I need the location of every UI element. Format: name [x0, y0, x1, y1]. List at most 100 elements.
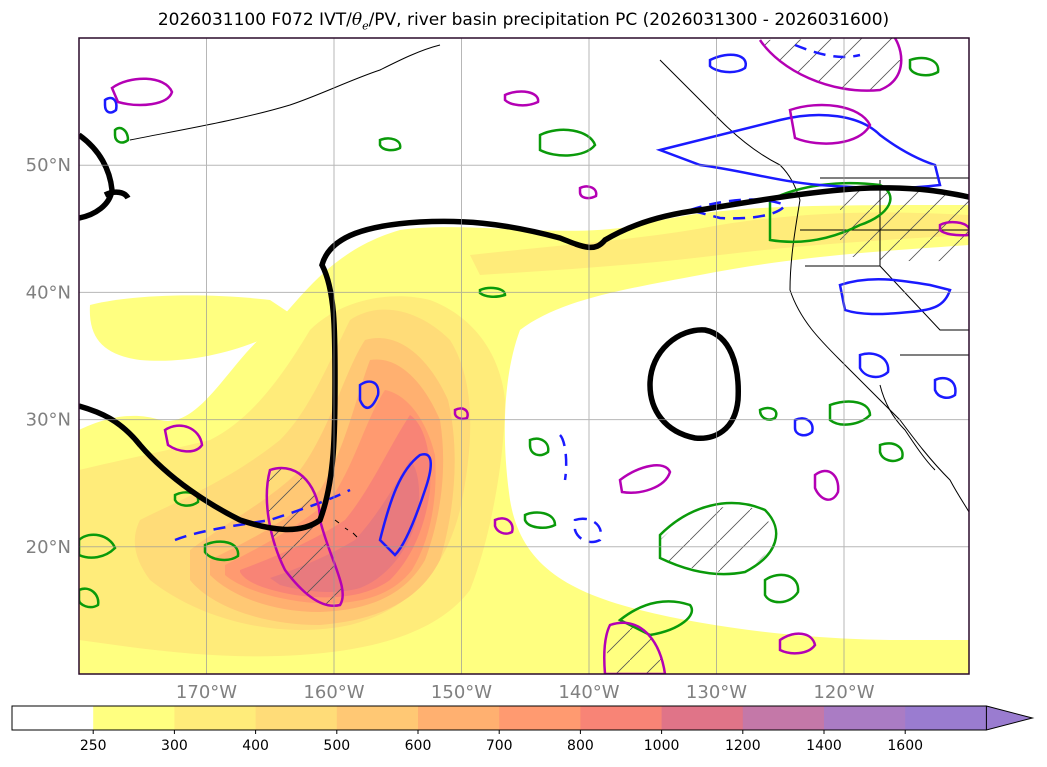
contour-nw [79, 132, 115, 221]
hatch-subtropical [266, 468, 343, 606]
theta-e-4 [763, 573, 800, 604]
theta-e-18 [878, 442, 904, 463]
lon-label: 150°W [431, 682, 492, 703]
colorbar-label: 1200 [725, 738, 761, 754]
precip-5 [265, 466, 344, 608]
pv-3 [655, 113, 942, 190]
theta-e-15 [378, 137, 402, 152]
colorbar: 250 300 400 500 600 700 800 1000 1200 1400 1600 [11, 705, 1035, 754]
colorbar-segment [661, 706, 744, 730]
map-frame [78, 37, 970, 675]
pv-dashed [174, 43, 861, 544]
precip-11 [493, 517, 514, 535]
pv-7 [793, 417, 814, 437]
colorbar-segment [905, 706, 987, 730]
hatch-coast [840, 185, 969, 262]
pv-dashed-4 [558, 434, 568, 481]
pv-6 [933, 376, 957, 399]
chart-title: 2026031100 F072 IVT/θe/PV, river basin p… [0, 10, 1047, 32]
contour-closed-low [647, 327, 741, 441]
lat-label: 20°N [26, 537, 71, 558]
colorbar-segment [580, 706, 663, 730]
lon-label: 160°W [303, 682, 364, 703]
theta-e-12 [203, 540, 240, 562]
gridlines [79, 38, 969, 674]
height-contours [79, 132, 969, 533]
bc-coast [659, 59, 801, 201]
colorbar-segment [742, 706, 825, 730]
pv-dashed-3 [174, 488, 351, 542]
pv-contours [103, 53, 957, 557]
theta-e-14 [908, 56, 940, 77]
colorbar-segment [824, 706, 906, 730]
pv-dashed-1 [685, 198, 787, 220]
title-prefix: 2026031100 F072 IVT/ [157, 10, 352, 30]
precip-6 [163, 424, 204, 453]
colorbar-segment [12, 706, 94, 730]
colorbar-segment [336, 706, 419, 730]
pv-dashed-2 [573, 517, 603, 544]
theta-e-3 [617, 600, 693, 637]
theta-e-7 [523, 511, 557, 529]
pv-5 [858, 352, 890, 379]
colorbar-label: 1600 [887, 738, 923, 754]
precip-3 [788, 103, 872, 145]
state-border-nv [879, 265, 969, 331]
precip-2 [758, 38, 903, 92]
us-coast [789, 199, 969, 513]
lat-label: 30°N [26, 410, 71, 431]
pv-1 [378, 453, 432, 557]
colorbar-label: 300 [161, 738, 188, 754]
precip-4 [503, 90, 540, 107]
colorbar-label: 1000 [644, 738, 680, 754]
ivt-shading [79, 205, 969, 674]
longitude-labels: 170°W 160°W 150°W 140°W 130°W 120°W [176, 682, 875, 703]
theta-e-10 [79, 587, 100, 609]
pv-dashed-5 [794, 43, 861, 59]
colorbar-label: 500 [323, 738, 350, 754]
latitude-labels: 50°N 40°N 30°N 20°N [26, 155, 71, 558]
hatch-north-1 [760, 38, 902, 91]
precip-10 [813, 469, 840, 501]
title-suffix: /PV, river basin precipitation PC (20260… [368, 10, 890, 30]
precip-hatch [266, 38, 969, 674]
colorbar-label: 600 [405, 738, 432, 754]
theta-e-1 [538, 128, 597, 157]
colorbar-segment [418, 706, 500, 730]
precip-8 [618, 464, 672, 494]
lat-label: 50°N [26, 155, 71, 176]
theta-e-6 [758, 406, 778, 421]
precip-14 [938, 220, 969, 237]
colorbar-label: 250 [80, 738, 107, 754]
alaska-coast [129, 44, 441, 141]
lon-label: 130°W [686, 682, 747, 703]
contour-main [79, 185, 969, 533]
pv-8 [103, 96, 118, 114]
colorbar-segment [255, 706, 338, 730]
colorbar-segment [93, 706, 175, 730]
precip-13 [578, 185, 598, 200]
coastline [129, 44, 969, 538]
colorbar-extend-arrow [985, 705, 1035, 731]
lat-label: 40°N [26, 282, 71, 303]
precip-contours [110, 38, 969, 674]
theta-e-2 [658, 501, 778, 576]
pv-9 [708, 53, 747, 74]
baja [879, 384, 936, 471]
colorbar-segment [174, 706, 257, 730]
colorbar-label: 800 [567, 738, 594, 754]
colorbar-label: 700 [486, 738, 513, 754]
colorbar-label: 400 [242, 738, 269, 754]
theta-e-17 [478, 286, 507, 298]
precip-9 [778, 632, 817, 655]
hawaii [334, 519, 358, 538]
theta-e-11 [173, 491, 200, 507]
theta-e-9 [79, 533, 117, 559]
lon-label: 120°W [813, 682, 874, 703]
precip-1 [110, 77, 174, 107]
ivt-250-west [89, 295, 300, 361]
theta-e-8 [528, 437, 550, 457]
colorbar-label: 1400 [806, 738, 842, 754]
title-theta-sub: e [362, 19, 369, 33]
lon-label: 140°W [558, 682, 619, 703]
